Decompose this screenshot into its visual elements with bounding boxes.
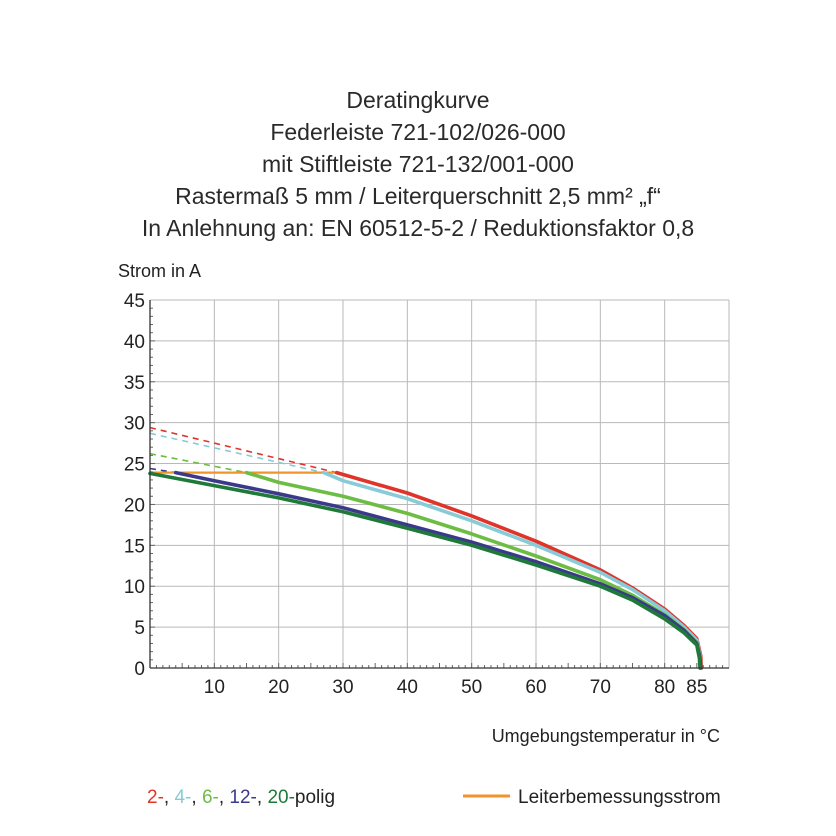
series-dashed-1 [149,426,337,474]
y-tick-label: 20 [124,495,145,516]
title-line-5: In Anlehnung an: EN 60512-5-2 / Reduktio… [142,215,694,241]
series-line-1 [334,470,704,670]
legend-separator: , [191,787,202,808]
y-tick-label: 15 [124,536,145,557]
legend-series-1: 2- [147,787,164,808]
y-tick-label: 5 [134,618,145,639]
y-tick-label: 0 [134,659,145,680]
legend-series-5: 20- [267,787,294,808]
legend-suffix: polig [295,787,335,808]
legend-series-4: 12- [229,787,256,808]
x-tick-label: 70 [590,677,611,698]
y-tick-label: 45 [124,291,145,312]
chart-axes [149,300,729,669]
y-tick-label: 35 [124,373,145,394]
x-tick-label: 85 [686,677,707,698]
title-line-3: mit Stiftleiste 721-132/001-000 [262,151,574,177]
tick-labels: 10 20 30 40 50 60 70 80 85 0 5 10 15 20 25 30 35 40 45 [124,291,708,698]
legend-separator: , [257,787,268,808]
series-legend: 2-, 4-, 6-, 12-, 20-polig [147,787,335,808]
x-tick-label: 60 [525,677,546,698]
legend-series-2: 4- [174,787,191,808]
x-tick-label: 80 [654,677,675,698]
x-axis-label: Umgebungstemperatur in °C [492,726,720,746]
x-tick-label: 50 [461,677,482,698]
series-dashed-3 [149,452,247,474]
series-line-4 [173,470,703,670]
legend-separator: , [164,787,175,808]
y-axis-label: Strom in A [118,261,201,281]
title-line-1: Deratingkurve [346,87,489,113]
x-tick-label: 20 [268,677,289,698]
x-tick-label: 10 [204,677,225,698]
x-tick-label: 40 [397,677,418,698]
y-tick-label: 25 [124,455,145,476]
series-dashed-2 [149,432,324,474]
title-line-4: Rastermaß 5 mm / Leiterquerschnitt 2,5 m… [175,183,661,209]
series-line-2 [321,470,703,670]
series-dashed-4 [149,467,176,474]
legend-rated-current-label: Leiterbemessungsstrom [518,787,721,808]
y-tick-label: 30 [124,414,145,435]
chart-title: Deratingkurve Federleiste 721-102/026-000… [142,87,694,241]
legend-separator: , [219,787,230,808]
chart-legend: 2-, 4-, 6-, 12-, 20-polig Leiterbemessung… [147,787,721,808]
y-tick-label: 10 [124,577,145,598]
title-line-2: Federleiste 721-102/026-000 [270,119,565,145]
legend-series-3: 6- [202,787,219,808]
series-layer [148,426,704,670]
y-tick-label: 40 [124,332,145,353]
series-line-5 [148,471,702,670]
x-tick-label: 30 [332,677,353,698]
